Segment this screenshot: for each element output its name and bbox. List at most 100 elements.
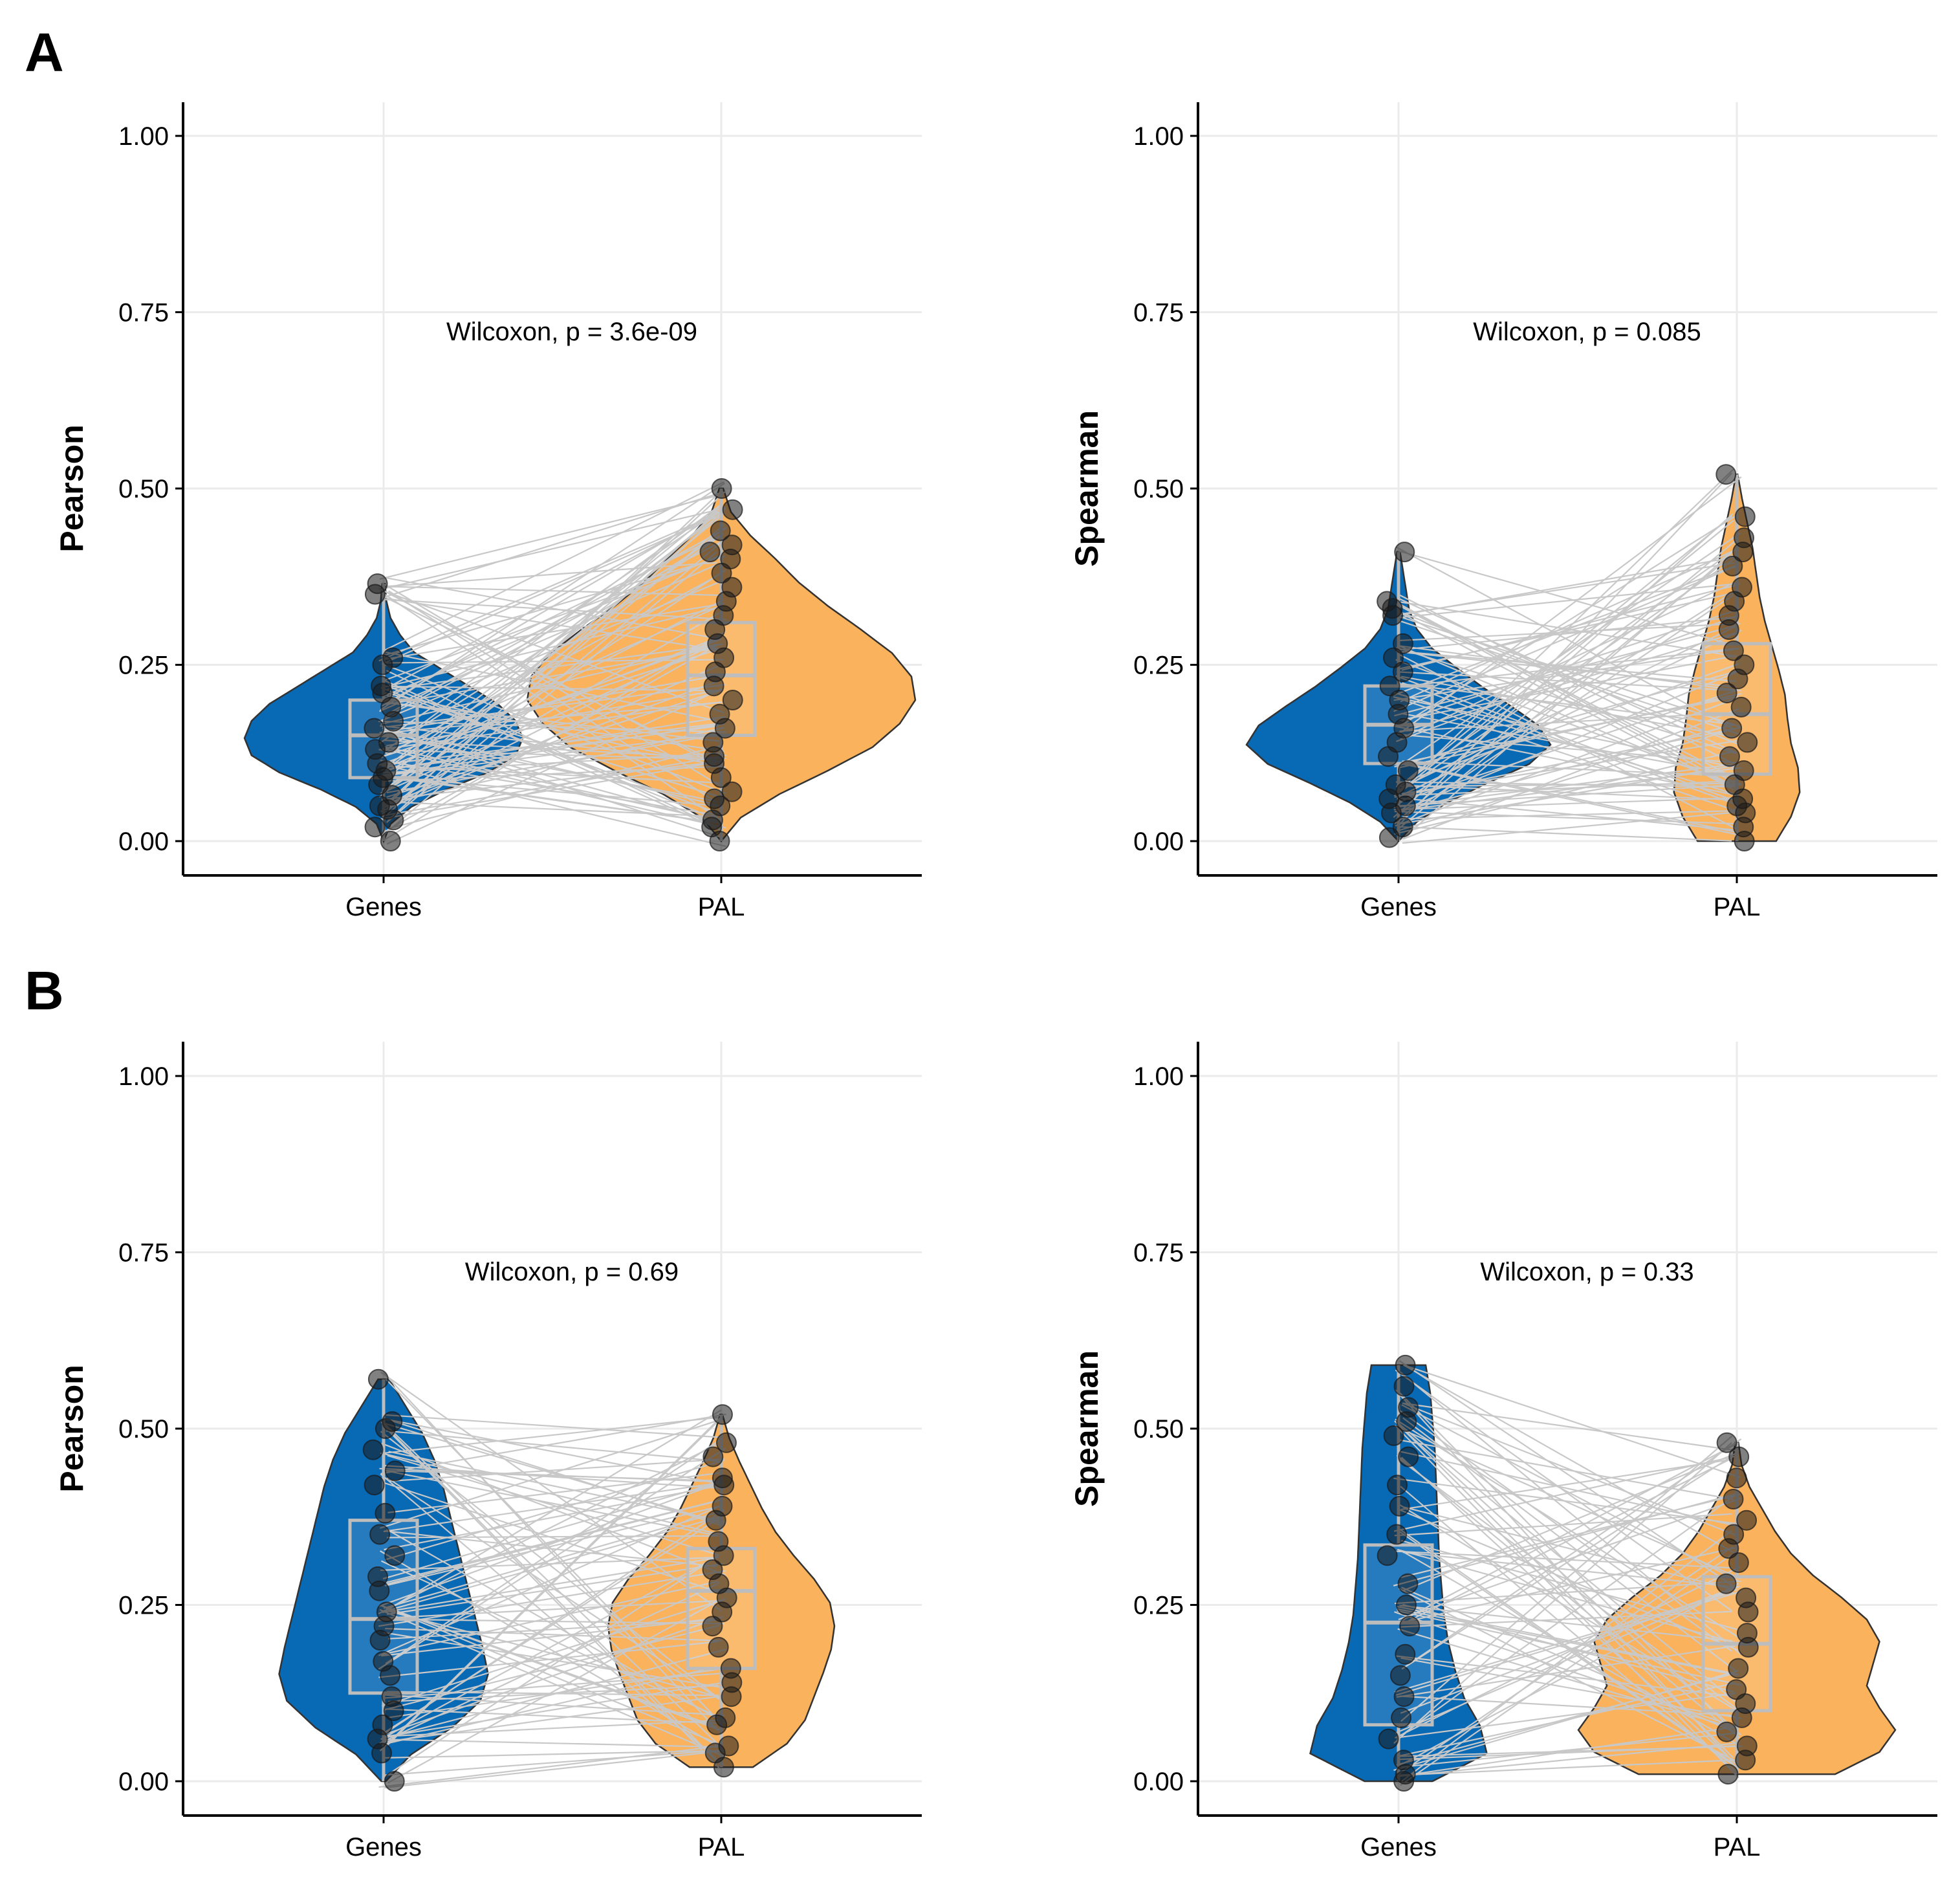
data-point-genes	[1389, 1665, 1411, 1686]
pair-line	[1398, 1759, 1736, 1776]
pair-line	[384, 746, 719, 822]
pair-line	[1399, 1583, 1739, 1766]
y-tick-label-3: 0.75	[1133, 1239, 1184, 1268]
data-point-genes	[384, 1460, 406, 1482]
pair-line	[385, 1378, 721, 1722]
pair-line	[1393, 520, 1734, 797]
pair-line	[384, 602, 725, 660]
pair-line	[1402, 708, 1740, 840]
pair-line	[378, 512, 718, 745]
data-point-pal	[1718, 1538, 1739, 1559]
x-tick-label-genes: Genes	[345, 1833, 422, 1861]
pair-line	[384, 551, 717, 835]
data-point-pal	[1717, 1764, 1739, 1785]
data-point-genes	[1389, 1495, 1410, 1517]
pair-line	[1396, 1608, 1738, 1676]
pair-line	[380, 1556, 717, 1740]
data-point-pal	[1723, 640, 1744, 661]
data-point-pal	[1727, 668, 1748, 690]
pair-line	[387, 1515, 721, 1611]
data-point-genes	[369, 1524, 391, 1545]
pair-line	[386, 688, 722, 845]
pair-line	[1395, 781, 1733, 788]
data-point-genes	[383, 809, 404, 831]
pair-line	[382, 684, 726, 729]
pair-line	[386, 1535, 719, 1539]
pair-line	[1398, 1745, 1742, 1757]
data-point-pal	[702, 1446, 724, 1467]
pair-line	[1399, 622, 1741, 642]
pair-line	[1400, 1443, 1736, 1622]
pair-line	[1396, 615, 1739, 742]
pair-line	[1401, 1530, 1732, 1783]
pair-line	[386, 690, 719, 798]
data-point-pal	[721, 1686, 742, 1707]
data-point-genes	[375, 1502, 396, 1524]
y-tick-label-0: 0.00	[118, 828, 169, 856]
data-point-pal	[712, 1404, 733, 1425]
pair-line	[387, 774, 723, 824]
data-point-genes	[1394, 542, 1415, 563]
pair-line	[1394, 594, 1734, 824]
pair-line	[1395, 696, 1737, 812]
data-point-genes	[364, 584, 386, 605]
pair-line	[1396, 646, 1737, 754]
data-point-pal	[1731, 1707, 1752, 1728]
pair-line	[388, 1619, 717, 1640]
data-point-genes	[1393, 1686, 1415, 1707]
pair-line	[384, 1506, 719, 1587]
pair-line	[388, 509, 722, 688]
data-point-genes	[1399, 1616, 1421, 1637]
pair-line	[1400, 1458, 1732, 1511]
data-point-pal	[1719, 746, 1740, 767]
pair-line	[1397, 602, 1735, 784]
pair-line	[380, 591, 720, 820]
data-point-pal	[1737, 1636, 1759, 1658]
pair-line	[1399, 556, 1736, 617]
pair-line	[1403, 1453, 1736, 1592]
x-tick-label-pal: PAL	[698, 893, 745, 921]
data-point-genes	[380, 831, 401, 851]
data-point-pal	[1728, 1658, 1749, 1679]
y-tick-label-4: 1.00	[1133, 122, 1184, 151]
pair-line	[1399, 1409, 1732, 1652]
pair-line	[1401, 762, 1735, 833]
pair-line	[1397, 619, 1739, 735]
x-tick-label-pal: PAL	[1714, 893, 1761, 921]
chart-a-spearman: Wilcoxon, p = 0.085 Spearman Genes PAL 0…	[1069, 102, 1937, 921]
pair-line	[1399, 826, 1732, 842]
pair-line	[384, 607, 718, 688]
data-point-pal	[1734, 506, 1756, 527]
data-point-genes	[383, 710, 404, 732]
pair-line	[1394, 669, 1740, 768]
pair-line	[386, 1414, 721, 1438]
data-point-genes	[1387, 1475, 1408, 1496]
pair-line	[1394, 1591, 1734, 1693]
data-point-genes	[369, 1630, 391, 1651]
data-point-genes	[1398, 1446, 1419, 1467]
pair-line	[1402, 1603, 1734, 1693]
data-point-genes	[1378, 1728, 1399, 1750]
pair-line	[386, 733, 721, 794]
pair-line	[381, 1599, 723, 1619]
data-point-pal	[1716, 683, 1737, 704]
pair-line	[386, 647, 719, 705]
pair-line	[1400, 1540, 1738, 1630]
data-point-pal	[703, 675, 724, 697]
data-point-pal	[1728, 1552, 1749, 1574]
pair-line	[382, 1482, 719, 1580]
data-point-genes	[364, 817, 386, 838]
data-point-genes	[1386, 1524, 1408, 1545]
pair-line	[1400, 582, 1735, 740]
pair-line	[382, 492, 722, 598]
pair-line	[1402, 1552, 1738, 1588]
pair-line	[380, 686, 719, 815]
pair-line	[382, 1453, 723, 1536]
pair-line	[384, 1418, 724, 1486]
data-point-pal	[706, 1714, 728, 1735]
pair-line	[1401, 1586, 1739, 1735]
pair-line	[386, 1616, 724, 1735]
pair-line	[1399, 647, 1738, 688]
data-point-genes	[371, 1742, 393, 1764]
